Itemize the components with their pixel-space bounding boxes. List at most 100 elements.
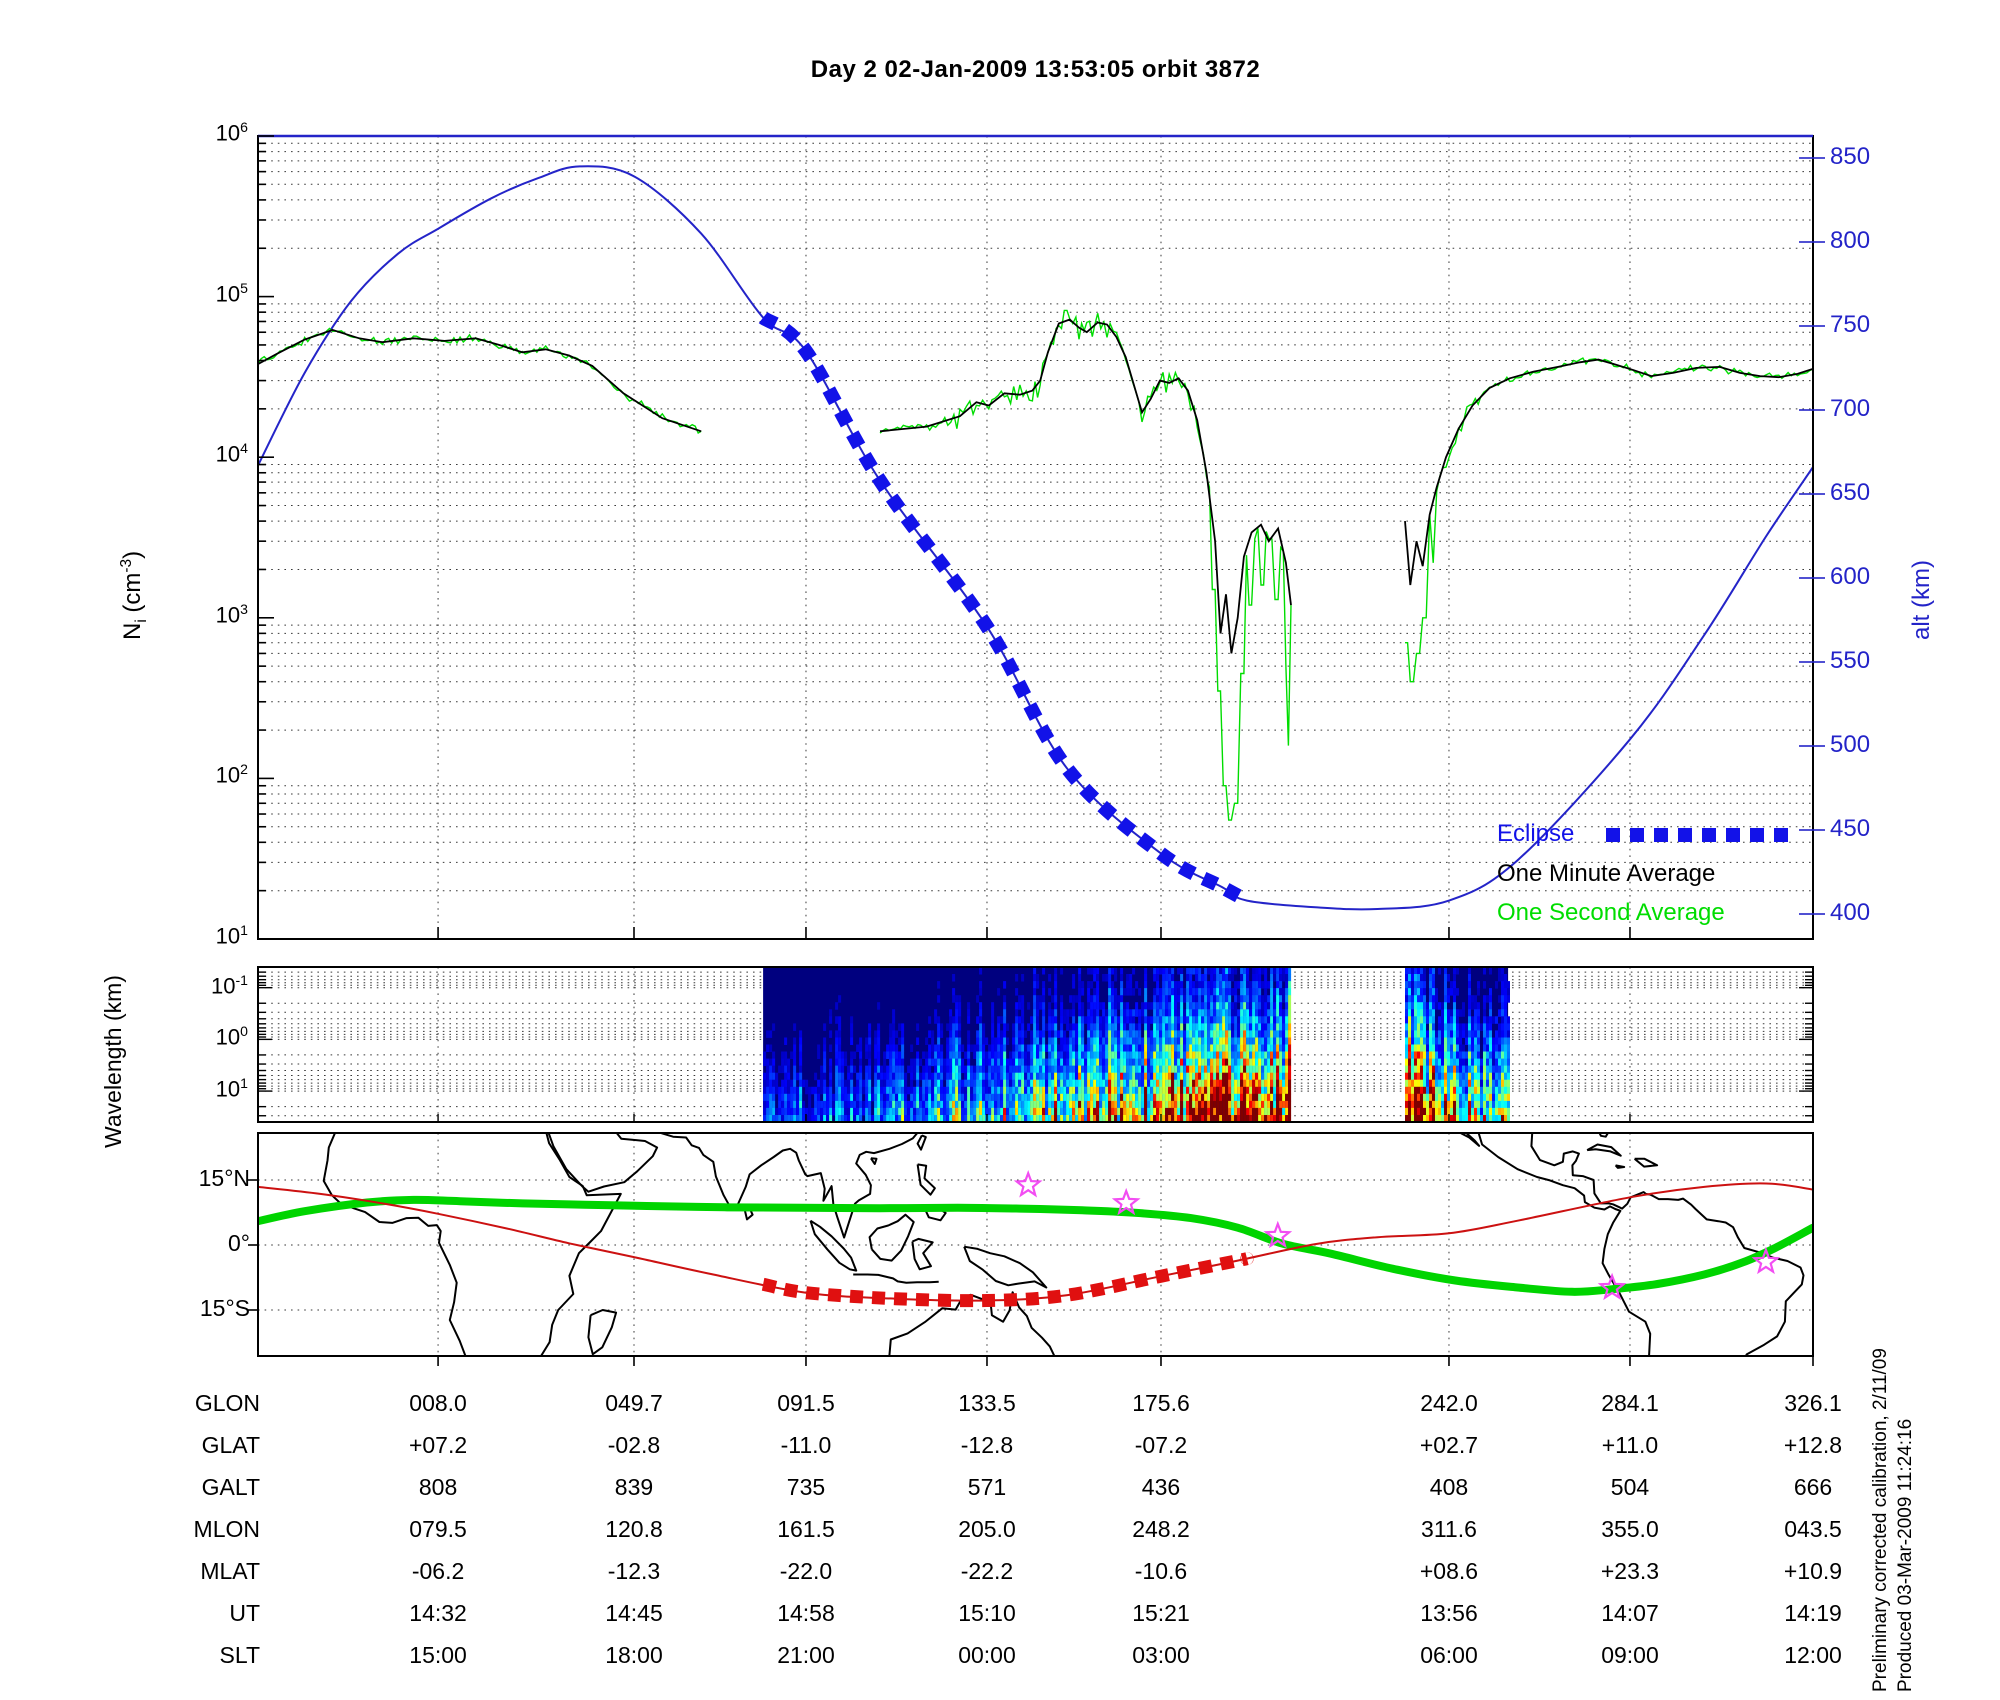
table-row-label-ut: UT [229, 1600, 260, 1626]
table-row-label-mlat: MLAT [200, 1558, 260, 1584]
table-cell-mlat-0: -06.2 [411, 1558, 465, 1584]
wavelength-tick-label: 10-1 [210, 971, 248, 998]
map-lat-label: 15°S [199, 1294, 250, 1321]
table-cell-slt-1: 18:00 [605, 1642, 663, 1668]
table-cell-mlon-7: 043.5 [1784, 1516, 1842, 1542]
table-cell-galt-6: 504 [1610, 1474, 1650, 1500]
ni-axis-label-sub: i [132, 619, 150, 623]
one-minute-average-curve [258, 318, 1813, 654]
star-icon [1013, 1170, 1043, 1198]
table-cell-ut-1: 14:45 [605, 1600, 663, 1626]
table-cell-slt-7: 12:00 [1784, 1642, 1842, 1668]
star-icon [1751, 1246, 1781, 1275]
table-cell-galt-7: 666 [1793, 1474, 1833, 1500]
table-cell-glon-2: 091.5 [777, 1390, 835, 1416]
table-row-label-mlon: MLON [193, 1516, 260, 1542]
alt-tick-label: 800 [1830, 227, 1871, 254]
table-cell-glat-7: +12.8 [1783, 1432, 1843, 1458]
table-cell-slt-0: 15:00 [409, 1642, 467, 1668]
side-notes: Preliminary corrected calibration, 2/11/… [1868, 1348, 1918, 1692]
ni-tick-label: 104 [215, 440, 248, 467]
main-plot-ticks [258, 135, 1825, 940]
table-cell-glon-6: 284.1 [1601, 1390, 1659, 1416]
star-markers [1013, 1170, 1781, 1301]
ni-axis-label-unit: (cm [119, 572, 146, 620]
table-cell-mlat-7: +10.9 [1783, 1558, 1843, 1584]
alt-tick-label: 450 [1830, 815, 1871, 842]
legend-item-one-second-average: One Second Average [1497, 899, 1725, 926]
table-cell-slt-5: 06:00 [1420, 1642, 1478, 1668]
table-cell-ut-3: 15:10 [958, 1600, 1016, 1626]
alt-tick-label: 650 [1830, 479, 1871, 506]
map-lat-label: 15°N [198, 1165, 250, 1191]
table-row-label-glat: GLAT [201, 1432, 260, 1458]
table-cell-galt-0: 808 [418, 1474, 458, 1500]
table-row-label-glon: GLON [194, 1390, 260, 1416]
alt-tick-label: 750 [1830, 311, 1871, 338]
alt-axis-label: alt (km) [1908, 560, 1935, 640]
table-row-label-slt: SLT [219, 1642, 260, 1668]
map-ticks [248, 1179, 1814, 1366]
spectrogram-panel [257, 966, 1814, 1123]
legend-item-eclipse: Eclipse [1497, 820, 1575, 847]
eclipse-dashed-curve [758, 311, 1251, 907]
table-cell-mlat-5: +08.6 [1419, 1558, 1479, 1584]
table-cell-ut-7: 14:19 [1784, 1600, 1842, 1626]
spectrogram-frame [257, 966, 1814, 1123]
star-icon [1263, 1220, 1293, 1249]
altitude-curve [258, 165, 1813, 911]
table-cell-mlon-5: 311.6 [1421, 1516, 1477, 1542]
alt-tick-label: 550 [1830, 647, 1871, 674]
table-cell-glon-3: 133.5 [958, 1390, 1016, 1416]
ni-tick-label: 102 [215, 761, 248, 788]
alt-tick-label: 400 [1830, 899, 1871, 926]
table-cell-mlat-6: +23.3 [1600, 1558, 1660, 1584]
ni-tick-label: 103 [215, 600, 248, 628]
ni-axis-label-sup: -3 [118, 558, 135, 573]
table-cell-slt-6: 09:00 [1601, 1642, 1659, 1668]
spectrogram-ticks [258, 966, 1814, 1122]
map-panel [248, 1132, 1814, 1366]
wavelength-tick-label: 101 [215, 1075, 248, 1102]
table-cell-glon-1: 049.7 [605, 1390, 663, 1416]
ni-axis-label-close: ) [119, 550, 146, 559]
table-cell-mlon-1: 120.8 [605, 1516, 663, 1542]
map-lat-label: 0° [228, 1230, 250, 1256]
main-plot [257, 134, 1825, 940]
ni-tick-label: 101 [215, 922, 248, 949]
table-cell-glon-0: 008.0 [409, 1390, 467, 1416]
table-cell-mlon-0: 079.5 [409, 1516, 467, 1542]
alt-tick-label: 850 [1830, 143, 1871, 170]
table-cell-mlon-2: 161.5 [777, 1516, 835, 1542]
table-cell-galt-5: 408 [1429, 1474, 1469, 1500]
table-cell-glon-5: 242.0 [1420, 1390, 1478, 1416]
table-cell-glat-4: -07.2 [1134, 1432, 1188, 1458]
ni-tick-label: 106 [215, 119, 248, 146]
alt-tick-label: 700 [1830, 395, 1871, 422]
table-cell-galt-3: 571 [967, 1474, 1007, 1500]
table-cell-ut-2: 14:58 [777, 1600, 835, 1626]
table-cell-glon-4: 175.6 [1132, 1390, 1190, 1416]
table-cell-glat-6: +11.0 [1601, 1432, 1659, 1458]
track-eclipse-dashes [761, 1252, 1254, 1308]
table-cell-ut-5: 13:56 [1420, 1600, 1478, 1626]
side-note-calibration: Preliminary corrected calibration, 2/11/… [1870, 1348, 1891, 1692]
table-cell-glon-7: 326.1 [1784, 1390, 1842, 1416]
table-cell-mlon-3: 205.0 [958, 1516, 1016, 1542]
table-cell-glat-1: -02.8 [607, 1432, 661, 1458]
table-cell-ut-4: 15:21 [1132, 1600, 1190, 1626]
table-cell-glat-2: -11.0 [780, 1432, 832, 1458]
table-cell-mlat-2: -22.0 [779, 1558, 833, 1584]
table-cell-mlat-3: -22.2 [960, 1558, 1014, 1584]
table-cell-glat-3: -12.8 [960, 1432, 1014, 1458]
table-cell-mlon-6: 355.0 [1601, 1516, 1659, 1542]
alt-tick-label: 500 [1830, 731, 1871, 758]
table-row-label-galt: GALT [201, 1474, 260, 1500]
table-cell-slt-3: 00:00 [958, 1642, 1016, 1668]
side-note-produced: Produced 03-Mar-2009 11:24:16 [1895, 1418, 1916, 1692]
table-cell-galt-2: 735 [786, 1474, 826, 1500]
table-cell-glat-0: +07.2 [408, 1432, 468, 1458]
table-cell-glat-5: +02.7 [1419, 1432, 1479, 1458]
